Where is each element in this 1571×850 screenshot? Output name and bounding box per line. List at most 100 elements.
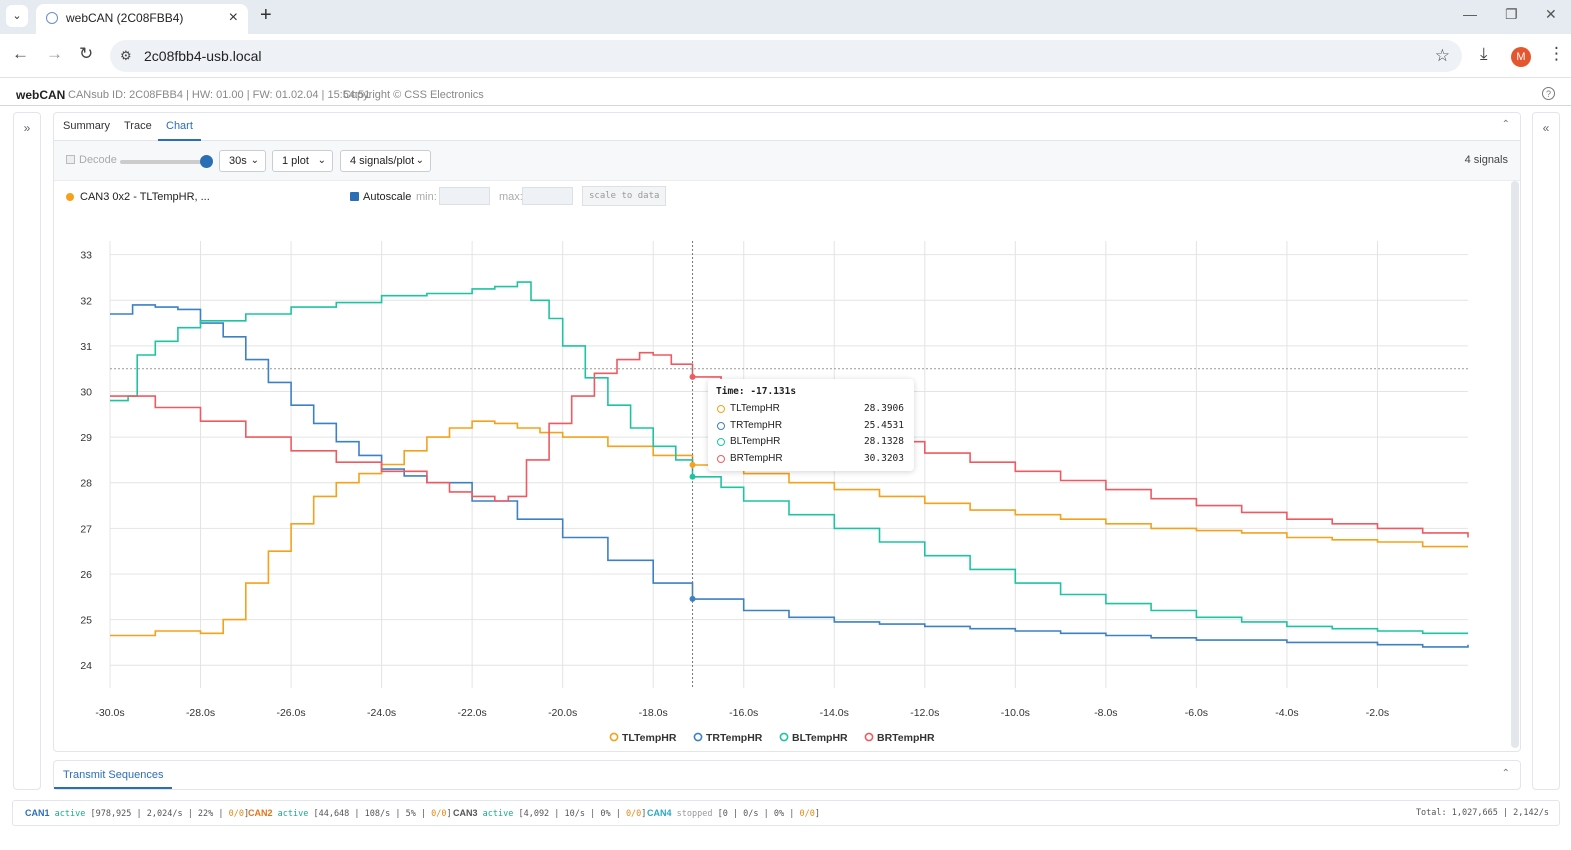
channel-stats: [978,925 | 2,024/s | 22% |	[90, 809, 229, 819]
legend-entry-brtemphr[interactable]: BRTempHR	[877, 732, 935, 744]
tooltip-value: 28.3906	[863, 403, 904, 414]
browser-tab[interactable]: webCAN (2C08FBB4) ×	[36, 4, 248, 34]
plots-select[interactable]: 1 plot ⌄	[272, 150, 333, 172]
tab-search-chevron-icon[interactable]: ⌄	[6, 5, 28, 27]
menu-kebab-icon[interactable]: ⋮	[1548, 44, 1565, 63]
panel-scrollbar[interactable]	[1511, 181, 1519, 748]
x-tick-label: -30.0s	[95, 707, 124, 719]
back-arrow-icon[interactable]: ←	[12, 44, 29, 63]
series-line-tltemphr[interactable]	[110, 420, 1468, 637]
bookmark-star-icon[interactable]: ☆	[1434, 46, 1450, 65]
tooltip-value: 28.1328	[863, 436, 904, 447]
max-input[interactable]	[522, 187, 573, 205]
x-tick-label: -8.0s	[1094, 707, 1117, 719]
series-line-brtemphr[interactable]	[110, 351, 1469, 538]
channel-stats-end: ]	[814, 809, 820, 819]
plot-signal-name[interactable]: CAN3 0x2 - TLTempHR, ...	[80, 191, 210, 203]
chart-panel: Summary Trace Chart ⌃ Decode 30s ⌄ 1 plot…	[53, 112, 1521, 752]
ring-icon	[717, 454, 725, 463]
view-tabs: Summary Trace Chart ⌃	[54, 113, 1520, 141]
tooltip-series-name: BLTempHR	[730, 436, 781, 447]
status-total: Total: 1,027,665 | 2,142/s	[1415, 808, 1549, 818]
forward-arrow-icon[interactable]: →	[46, 44, 63, 63]
chevron-down-icon: ⌄	[250, 155, 259, 166]
legend-entry-trtemphr[interactable]: TRTempHR	[706, 732, 763, 744]
autoscale-toggle[interactable]: Autoscale	[350, 191, 411, 203]
cursor-point	[689, 461, 696, 468]
channel-errors: 0/0	[799, 809, 815, 819]
x-tick-label: -20.0s	[548, 707, 577, 719]
right-sidebar-expand[interactable]: «	[1532, 112, 1560, 790]
tab-title: webCAN (2C08FBB4)	[66, 11, 184, 25]
url-field[interactable]: ⚙ 2c08fbb4-usb.local ☆	[110, 40, 1462, 72]
tab-close-icon[interactable]: ×	[228, 9, 238, 26]
expand-right-icon[interactable]: »	[23, 121, 31, 135]
window-select[interactable]: 30s ⌄	[219, 150, 266, 172]
app-brand: webCAN	[16, 88, 66, 102]
help-icon[interactable]: ?	[1542, 87, 1555, 100]
chart-background	[54, 213, 1498, 748]
autoscale-label: Autoscale	[363, 191, 412, 203]
channel-stats: [44,648 | 108/s | 5% |	[313, 809, 432, 819]
tab-trace[interactable]: Trace	[124, 120, 152, 132]
x-tick-label: -4.0s	[1275, 707, 1298, 719]
tab-chart[interactable]: Chart	[158, 113, 201, 141]
collapse-up-icon[interactable]: ⌃	[1501, 119, 1510, 130]
restore-icon[interactable]: ❐	[1505, 6, 1518, 22]
x-tick-label: -18.0s	[639, 707, 668, 719]
x-tick-label: -28.0s	[186, 707, 215, 719]
time-window-slider[interactable]	[120, 155, 213, 168]
channel-state: stopped	[671, 809, 718, 819]
x-tick-label: -10.0s	[1001, 707, 1030, 719]
decode-toggle[interactable]: Decode	[66, 154, 117, 166]
channel-status-can4: CAN4 stopped [0 | 0/s | 0% | 0/0]	[647, 801, 820, 826]
channel-status-can2: CAN2 active [44,648 | 108/s | 5% | 0/0]	[248, 801, 452, 826]
tooltip-series-name: TRTempHR	[730, 419, 783, 431]
decode-checkbox[interactable]	[66, 155, 75, 164]
tab-summary[interactable]: Summary	[63, 120, 111, 132]
y-tick-label: 27	[80, 523, 92, 535]
autoscale-checkbox[interactable]	[350, 192, 359, 201]
close-window-icon[interactable]: ✕	[1545, 6, 1557, 22]
legend-entry-bltemphr[interactable]: BLTempHR	[792, 732, 848, 744]
url-text: 2c08fbb4-usb.local	[144, 48, 262, 64]
slider-handle[interactable]	[200, 155, 213, 168]
temperature-chart[interactable]: 24 25 26 27 28 29 30 31 32 33 -30.0s -28.0s -26.0s -2…	[54, 213, 1498, 748]
expand-left-icon[interactable]: «	[1542, 121, 1550, 135]
collapse-up-icon[interactable]: ⌃	[1501, 768, 1510, 779]
status-bar: Total: 1,027,665 | 2,142/s CAN1 active […	[12, 800, 1560, 826]
ring-icon	[717, 438, 725, 446]
plot-header: CAN3 0x2 - TLTempHR, ... Autoscale min: …	[54, 181, 1520, 213]
min-input[interactable]	[439, 187, 490, 205]
copyright: Copyright © CSS Electronics	[343, 89, 484, 101]
series-line-trtemphr[interactable]	[110, 304, 1469, 648]
y-tick-label: 29	[80, 432, 92, 444]
left-sidebar-expand[interactable]: »	[13, 112, 41, 790]
reload-icon[interactable]: ↻	[79, 44, 94, 63]
site-settings-icon[interactable]: ⚙	[120, 48, 132, 63]
channel-stats: [0 | 0/s | 0% |	[717, 809, 800, 819]
cursor-point	[689, 473, 696, 480]
tooltip-row: BRTempHR 30.3203	[716, 451, 906, 468]
scale-to-data-button[interactable]: scale to data	[582, 186, 667, 206]
signal-count: 4 signals	[1464, 154, 1508, 166]
channel-state: active	[49, 809, 91, 819]
channel-name: CAN3	[453, 808, 478, 818]
profile-avatar[interactable]: M	[1511, 47, 1531, 67]
y-tick-label: 25	[80, 615, 92, 627]
tab-transmit-sequences[interactable]: Transmit Sequences	[54, 761, 173, 789]
series-line-bltemphr[interactable]	[110, 281, 1468, 635]
new-tab-plus-icon[interactable]: +	[260, 4, 272, 26]
legend-entry-tltemphr[interactable]: TLTempHR	[622, 732, 677, 744]
channel-status-can1: CAN1 active [978,925 | 2,024/s | 22% | 0…	[25, 801, 249, 826]
signals-per-plot-select[interactable]: 4 signals/plot ⌄	[340, 150, 431, 172]
download-icon[interactable]: ⤓	[1480, 44, 1488, 63]
max-label: max:	[499, 191, 523, 203]
minimize-icon[interactable]: —	[1463, 6, 1477, 22]
x-tick-label: -22.0s	[458, 707, 487, 719]
tooltip-series-name: TLTempHR	[730, 403, 780, 414]
device-meta: CANsub ID: 2C08FBB4 | HW: 01.00 | FW: 01…	[68, 89, 371, 101]
y-tick-label: 24	[80, 660, 92, 672]
channel-errors: 0/0	[431, 809, 447, 819]
x-tick-label: -26.0s	[276, 707, 305, 719]
